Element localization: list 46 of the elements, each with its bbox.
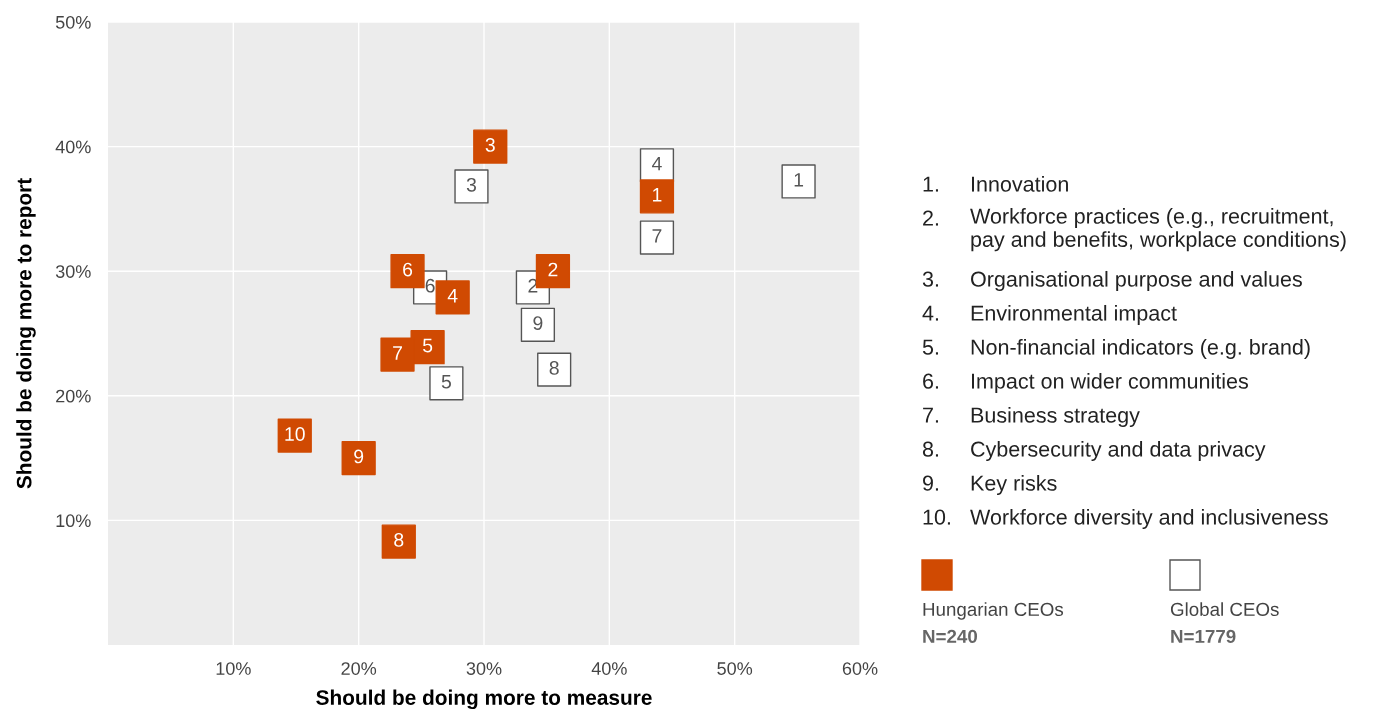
x-tick-label: 40% xyxy=(591,662,627,675)
text: 9. Key risks xyxy=(923,474,1057,496)
annotation: 8 xyxy=(549,361,559,375)
annotation: 2 xyxy=(548,262,558,277)
y-axis-title: Should be doing more to report xyxy=(16,178,36,489)
point xyxy=(639,179,675,214)
y-tick-label: 20% xyxy=(56,389,91,403)
text: N=240 xyxy=(923,629,978,644)
y-tick-label: 40% xyxy=(55,140,91,154)
text: 6. Impact on wider communities xyxy=(923,372,1248,394)
annotation: 4 xyxy=(447,289,458,303)
text: 4. Environmental impact xyxy=(922,304,1177,326)
annotation: 5 xyxy=(422,338,433,353)
text: 5. Non-financial indicators (e.g. brand) xyxy=(922,338,1310,360)
annotation: 10 xyxy=(285,427,305,441)
x-tick-label: 60% xyxy=(842,662,878,675)
text: 2. Workforce practices (e.g., recruitment, pay and benefits, workplace conditions) xyxy=(923,208,1346,252)
annotation: 6 xyxy=(425,278,435,293)
annotation: 3 xyxy=(485,138,495,152)
y-tick-label: 10% xyxy=(56,514,91,528)
legend-label: Global CEOs xyxy=(1170,602,1279,617)
annotation: 1 xyxy=(653,188,662,202)
text: 10. Workforce diversity and inclusiveness xyxy=(923,508,1328,530)
text: 7. Business strategy xyxy=(923,406,1140,428)
annotation: 1 xyxy=(794,173,804,187)
annotation: 7 xyxy=(652,229,662,243)
text: 1. Innovation xyxy=(923,175,1068,192)
annotation: 3 xyxy=(466,177,477,192)
text: 3. Organisational purpose and values xyxy=(922,270,1302,292)
x-tick-label: 50% xyxy=(717,662,753,675)
annotation: 6 xyxy=(403,262,413,277)
annotation: 4 xyxy=(652,156,662,171)
x-tick-label: 20% xyxy=(341,662,377,675)
x-tick-label: 30% xyxy=(466,662,502,675)
annotation: 9 xyxy=(354,449,364,464)
legend-label: Hungarian CEOs xyxy=(923,602,1064,620)
text: N=1779 xyxy=(1171,629,1236,644)
annotation: 5 xyxy=(441,374,451,389)
annotation: 7 xyxy=(393,346,402,360)
annotation: 8 xyxy=(394,533,404,547)
y-tick-label: 50% xyxy=(55,15,91,29)
x-axis-title: Should be doing more to measure xyxy=(316,689,652,710)
x-tick-label: 10% xyxy=(216,662,251,675)
annotation: 9 xyxy=(533,316,543,330)
y-tick-label: 30% xyxy=(55,265,91,278)
text: 8. Cybersecurity and data privacy xyxy=(922,440,1266,462)
